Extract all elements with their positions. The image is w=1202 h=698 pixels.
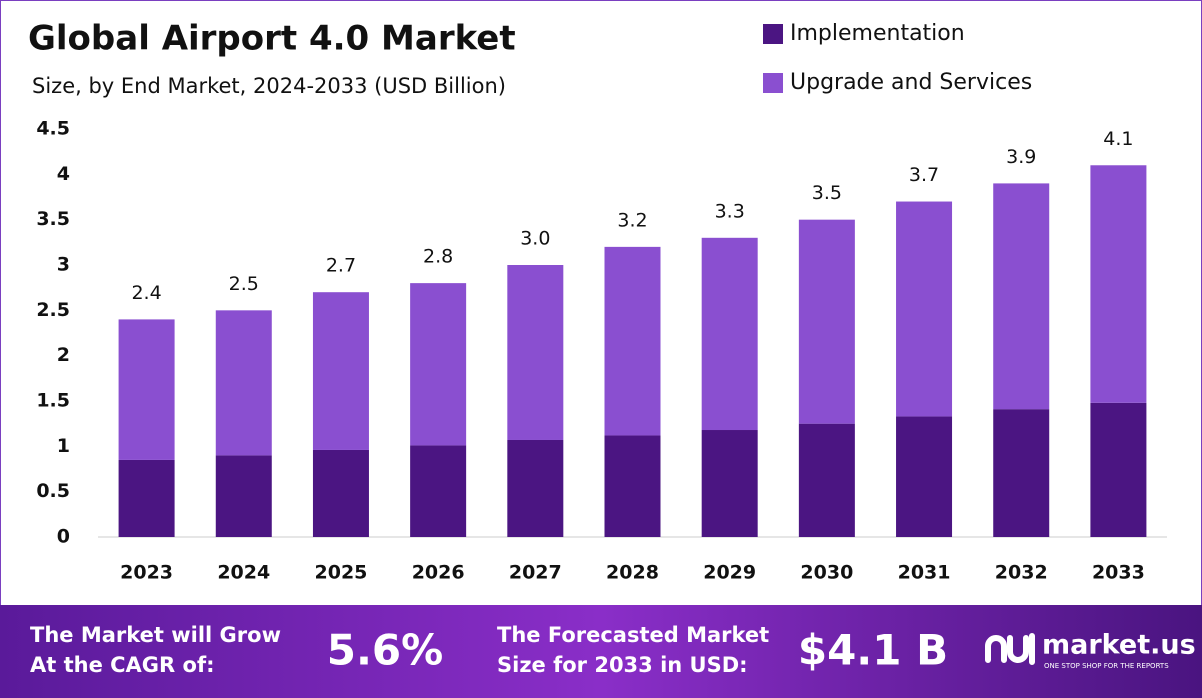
y-tick-label: 0 <box>57 526 70 548</box>
bar-segment <box>118 459 175 537</box>
bar-segment <box>118 319 175 460</box>
total-label: 3.5 <box>812 182 842 204</box>
legend-label: Implementation <box>790 21 965 46</box>
bar-segment <box>215 455 272 537</box>
chart-title: Global Airport 4.0 Market <box>28 19 516 59</box>
bar-segment <box>701 237 758 431</box>
bar-segment <box>1090 165 1147 403</box>
x-tick-label: 2025 <box>315 562 368 584</box>
total-label: 3.7 <box>909 164 939 186</box>
y-tick-label: 3 <box>57 254 70 276</box>
bar-segment <box>215 310 272 456</box>
cagr-text: At the CAGR of: <box>30 653 215 677</box>
total-label: 3.3 <box>715 200 745 222</box>
bar-segment <box>701 430 758 537</box>
total-label: 2.7 <box>326 255 356 277</box>
total-label: 2.4 <box>131 282 161 304</box>
y-tick-label: 0.5 <box>36 480 70 502</box>
bar-segment <box>896 416 953 537</box>
cagr-value: 5.6% <box>327 626 443 675</box>
bar-segment <box>312 449 369 537</box>
bar-segment <box>993 183 1050 410</box>
legend-swatch <box>763 24 783 44</box>
x-tick-label: 2033 <box>1092 562 1145 584</box>
total-label: 3.0 <box>520 228 550 250</box>
footer-banner <box>0 605 1202 698</box>
bar-segment <box>798 219 855 424</box>
x-tick-label: 2032 <box>995 562 1048 584</box>
y-tick-label: 3.5 <box>36 208 70 230</box>
y-tick-label: 4.5 <box>36 118 70 140</box>
forecast-text: Size for 2033 in USD: <box>497 653 748 677</box>
brand-tagline: ONE STOP SHOP FOR THE REPORTS <box>1044 662 1169 670</box>
total-label: 3.9 <box>1006 146 1036 168</box>
total-label: 3.2 <box>617 209 647 231</box>
x-tick-label: 2023 <box>120 562 173 584</box>
y-tick-label: 1.5 <box>36 390 70 412</box>
bar-segment <box>1090 402 1147 537</box>
plot: Implementation Upgrade and Services 0 0.5 1 1… <box>36 21 1167 584</box>
forecast-text: The Forecasted Market <box>497 623 769 647</box>
x-tick-label: 2026 <box>412 562 465 584</box>
bar-segment <box>896 201 953 417</box>
bar-segment <box>507 265 564 440</box>
x-tick-label: 2031 <box>898 562 951 584</box>
legend-label: Upgrade and Services <box>790 70 1032 95</box>
bar-segment <box>993 409 1050 537</box>
y-tick-label: 2.5 <box>36 299 70 321</box>
x-tick-label: 2024 <box>217 562 270 584</box>
bar-segment <box>410 445 467 537</box>
y-tick-label: 2 <box>57 344 70 366</box>
forecast-value: $4.1 B <box>798 626 948 675</box>
x-tick-label: 2030 <box>800 562 853 584</box>
bar-segment <box>798 423 855 537</box>
bar-segment <box>604 435 661 537</box>
total-label: 4.1 <box>1103 128 1133 150</box>
cagr-text: The Market will Grow <box>30 623 281 647</box>
bar-segment <box>507 439 564 537</box>
brand-name: market.us <box>1042 630 1196 661</box>
bar-segment <box>604 246 661 436</box>
bar-segment <box>410 283 467 446</box>
brand-logo <box>985 633 1035 665</box>
x-tick-label: 2029 <box>703 562 756 584</box>
legend-swatch <box>763 73 783 93</box>
y-tick-label: 4 <box>57 163 70 185</box>
total-label: 2.8 <box>423 246 453 268</box>
bar-segment <box>312 292 369 450</box>
y-tick-label: 1 <box>57 435 70 457</box>
chart-subtitle: Size, by End Market, 2024-2033 (USD Bill… <box>32 74 506 98</box>
x-tick-label: 2028 <box>606 562 659 584</box>
total-label: 2.5 <box>229 273 259 295</box>
x-tick-label: 2027 <box>509 562 562 584</box>
